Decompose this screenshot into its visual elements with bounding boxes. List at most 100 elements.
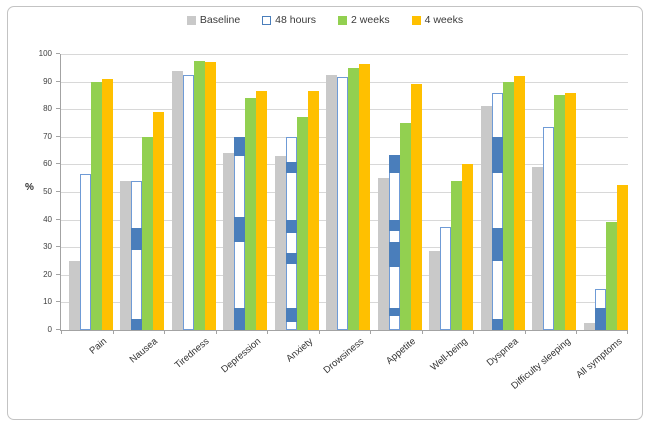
bar-48-hours (595, 288, 607, 330)
bar-baseline (429, 251, 441, 330)
bar-2-weeks (606, 222, 618, 330)
bar-segment (234, 216, 246, 242)
bar-2-weeks (245, 98, 257, 330)
x-tick-mark (473, 330, 475, 334)
bar-2-weeks (193, 60, 205, 330)
bar-baseline (68, 261, 80, 330)
legend-item-2-weeks: 2 weeks (338, 14, 390, 26)
bar-group-pain (61, 54, 113, 330)
y-tick-label: 70 (43, 131, 52, 141)
bar-segment (234, 307, 246, 330)
gridline (61, 54, 628, 55)
x-tick-mark (215, 330, 217, 334)
bar-2-weeks (451, 180, 463, 330)
category-label: Drowsiness (321, 336, 367, 376)
bar-group-dyspnea (473, 54, 525, 330)
bar-segment (388, 241, 400, 267)
bar-group-drowsiness (319, 54, 371, 330)
4-weeks-swatch-icon (411, 15, 421, 25)
bar-48-hours (491, 92, 503, 330)
x-tick-mark (421, 330, 423, 334)
bar-baseline (480, 106, 492, 330)
bar-segment (285, 252, 297, 264)
bar-groups-layer (61, 54, 629, 330)
bar-group-appetite (370, 54, 422, 330)
x-tick-mark (318, 330, 320, 334)
y-tick-mark (56, 135, 60, 137)
x-tick-mark (61, 330, 62, 334)
bar-segment (491, 227, 503, 261)
baseline-swatch-icon (186, 15, 196, 25)
legend-item-4-weeks: 4 weeks (411, 14, 464, 26)
y-tick-mark (56, 80, 60, 82)
category-label: Pain (86, 336, 109, 357)
y-tick-label: 60 (43, 159, 52, 169)
y-axis-labels: 0 10 20 30 40 50 60 70 80 90 100 (20, 49, 52, 334)
bar-baseline (584, 323, 596, 330)
bar-48-hours (388, 154, 400, 330)
x-tick-mark (576, 330, 578, 334)
bar-group-difficulty-sleeping (525, 54, 577, 330)
bar-baseline (326, 74, 338, 330)
bar-2-weeks (399, 123, 411, 330)
y-tick-mark (56, 246, 60, 248)
legend-item-baseline: Baseline (186, 14, 241, 26)
bar-group-tiredness (164, 54, 216, 330)
bar-baseline (223, 153, 235, 330)
bar-baseline (171, 70, 183, 330)
y-tick-label: 20 (43, 269, 52, 279)
bar-2-weeks (554, 95, 566, 330)
legend-label: 4 weeks (424, 14, 464, 26)
chart-legend: Baseline 48 hours 2 weeks 4 weeks (0, 14, 650, 26)
x-axis-labels: Pain Nausea Tiredness Depression Anxiety Drow… (60, 336, 627, 416)
bar-4-weeks (153, 111, 165, 330)
bar-4-weeks (307, 91, 319, 330)
category-label: All symptoms (573, 336, 625, 381)
y-tick-mark (56, 273, 60, 275)
bar-48-hours (234, 136, 246, 330)
plot-area (56, 53, 629, 334)
category-label: Well-being (428, 336, 470, 374)
bar-segment (491, 318, 503, 330)
y-tick-mark (56, 218, 60, 220)
bar-group-well-being (422, 54, 474, 330)
bar-48-hours (543, 127, 555, 330)
y-tick-label: 30 (43, 242, 52, 252)
y-tick-mark (56, 329, 60, 330)
y-tick-label: 10 (43, 297, 52, 307)
bar-48-hours (131, 180, 143, 330)
bar-4-weeks (513, 76, 525, 330)
bar-segment (234, 136, 246, 157)
bar-segment (131, 318, 143, 330)
bar-4-weeks (462, 164, 474, 330)
bar-baseline (274, 156, 286, 330)
y-tick-mark (56, 53, 60, 54)
bar-48-hours (79, 174, 91, 330)
x-tick-mark (370, 330, 372, 334)
bar-segment (285, 307, 297, 322)
bar-group-all-symptoms (576, 54, 629, 330)
bar-baseline (377, 178, 389, 330)
legend-label: 2 weeks (351, 14, 390, 26)
y-tick-label: 50 (43, 187, 52, 196)
x-tick-mark (112, 330, 114, 334)
bar-segment (388, 307, 400, 317)
category-label: Dyspnea (485, 336, 521, 369)
legend-label: 48 hours (275, 14, 317, 26)
bar-2-weeks (90, 81, 102, 330)
2-weeks-swatch-icon (338, 15, 348, 25)
bar-segment (491, 136, 503, 173)
bar-48-hours (440, 226, 452, 330)
y-tick-label: 80 (43, 104, 52, 114)
bar-segment (388, 154, 400, 173)
y-tick-label: 100 (38, 49, 52, 58)
category-label: Anxiety (283, 336, 315, 365)
bar-2-weeks (348, 67, 360, 330)
legend-label: Baseline (199, 14, 241, 26)
y-tick-mark (56, 191, 60, 192)
bar-segment (285, 219, 297, 234)
x-tick-mark (267, 330, 269, 334)
bar-2-weeks (502, 81, 514, 330)
bar-4-weeks (256, 91, 268, 330)
bar-4-weeks (204, 62, 216, 330)
